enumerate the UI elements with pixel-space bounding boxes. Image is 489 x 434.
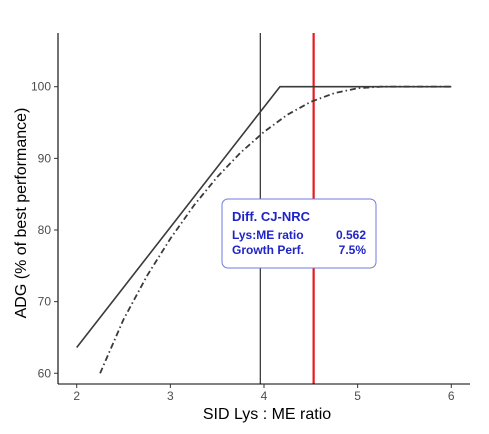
annotation-row-1-label: Lys:ME ratio xyxy=(232,228,304,242)
x-tick-label: 4 xyxy=(261,389,268,403)
x-tick-label: 6 xyxy=(448,389,455,403)
annotation-row-2-label: Growth Perf. xyxy=(232,243,304,257)
annotation-title: Diff. CJ-NRC xyxy=(232,209,311,224)
annotation-row-2-value: 7.5% xyxy=(339,243,367,257)
x-tick-label: 5 xyxy=(354,389,361,403)
x-ticks: 2 3 4 5 6 xyxy=(73,384,455,403)
x-axis-title: SID Lys : ME ratio xyxy=(203,406,331,423)
y-ticks: 60 70 80 90 100 xyxy=(31,80,58,380)
y-axis-title: ADG (% of best performance) xyxy=(13,108,30,319)
y-tick-label: 100 xyxy=(31,80,51,94)
y-tick-label: 90 xyxy=(38,151,52,165)
y-tick-label: 80 xyxy=(38,223,52,237)
x-tick-label: 3 xyxy=(167,389,174,403)
y-tick-label: 60 xyxy=(38,366,52,380)
annotation-box: Diff. CJ-NRC Lys:ME ratio 0.562 Growth P… xyxy=(221,198,377,269)
annotation-border xyxy=(221,198,377,269)
y-tick-label: 70 xyxy=(38,295,52,309)
series-line-2 xyxy=(99,85,452,374)
x-tick-label: 2 xyxy=(73,389,80,403)
annotation-row-1-value: 0.562 xyxy=(336,228,366,242)
